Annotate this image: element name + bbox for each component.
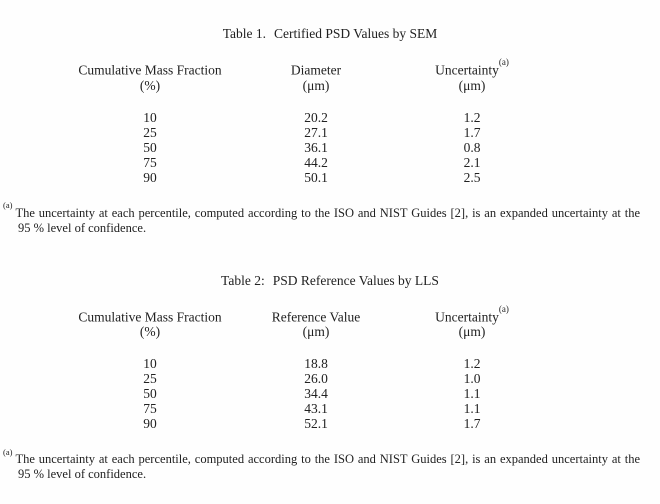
table-cell: 90 (143, 416, 157, 431)
column-header-label: Uncertainty (435, 62, 499, 78)
column-header-label: Diameter (290, 62, 342, 78)
table-1-title: Table 1. Certified PSD Values by SEM (0, 27, 660, 41)
footnote-text: The uncertainty at each percentile, comp… (15, 205, 640, 220)
table-2: Cumulative Mass Fraction Reference Value… (40, 303, 660, 432)
table-cell: 1.2 (463, 356, 481, 371)
table-cell: 1.2 (463, 109, 481, 125)
table-cell: 27.1 (304, 124, 328, 140)
table-cell: 25 (143, 371, 157, 386)
column-header-label: Cumulative Mass Fraction (78, 62, 222, 78)
table-row: 10 20.2 1.2 (40, 110, 660, 125)
column-header-cumulative-mass-fraction: Cumulative Mass Fraction (40, 306, 260, 324)
column-unit-percent: (%) (139, 77, 161, 93)
table-2-title: Table 2: PSD Reference Values by LLS (0, 272, 660, 288)
table-row: 90 52.1 1.7 (40, 416, 660, 431)
table-cell: 2.5 (463, 169, 481, 185)
column-unit-micrometer: (μm) (302, 324, 330, 339)
table-cell: 2.1 (463, 154, 481, 170)
column-unit-micrometer: (μm) (458, 77, 486, 93)
table-1-header: Cumulative Mass Fraction Diameter Uncert… (40, 57, 660, 93)
table-2-footnote: (a)The uncertainty at each percentile, c… (3, 448, 640, 481)
table-cell: 1.0 (463, 371, 481, 386)
table-cell: 90 (143, 169, 157, 185)
column-header-label: Reference Value (271, 309, 361, 324)
table-cell: 25 (143, 124, 157, 140)
table-cell: 20.2 (304, 109, 328, 125)
table-cell: 34.4 (304, 386, 328, 401)
footnote-text: The uncertainty at each percentile, comp… (15, 452, 640, 467)
column-header-superscript: (a) (498, 57, 509, 67)
table-cell: 0.8 (463, 139, 481, 155)
table-cell: 1.7 (463, 416, 481, 431)
table-cell: 52.1 (304, 416, 328, 431)
table-2-header-labels: Cumulative Mass Fraction Reference Value… (40, 303, 660, 325)
footnote-marker: (a) (3, 201, 13, 211)
table-cell: 1.1 (463, 401, 481, 416)
column-unit-percent: (%) (139, 324, 161, 339)
table-row: 75 44.2 2.1 (40, 155, 660, 170)
table-cell: 10 (143, 109, 157, 125)
table-cell: 43.1 (304, 401, 328, 416)
column-unit-micrometer: (μm) (302, 77, 330, 93)
table-cell: 50 (143, 386, 157, 401)
column-header-cumulative-mass-fraction: Cumulative Mass Fraction (40, 59, 260, 78)
table-1-title-text: Certified PSD Values by SEM (274, 26, 438, 41)
footnote-marker: (a) (3, 448, 13, 457)
table-cell: 75 (143, 401, 157, 416)
footnote-line-2: 95 % level of confidence. (18, 467, 147, 482)
table-1-header-labels: Cumulative Mass Fraction Diameter Uncert… (40, 57, 660, 78)
column-header-reference-value: Reference Value (260, 306, 372, 324)
table-cell: 50.1 (304, 169, 328, 185)
table-row: 50 34.4 1.1 (40, 386, 660, 401)
table-row: 90 50.1 2.5 (40, 170, 660, 185)
table-row: 25 26.0 1.0 (40, 371, 660, 386)
table-cell: 26.0 (304, 371, 328, 386)
table-1: Cumulative Mass Fraction Diameter Uncert… (40, 57, 660, 185)
table-1-footnote: (a)The uncertainty at each percentile, c… (3, 202, 640, 235)
column-header-uncertainty: Uncertainty(a) (372, 57, 572, 78)
footnote-line-1: (a)The uncertainty at each percentile, c… (3, 448, 640, 467)
table-2-body: 10 18.8 1.2 25 26.0 1.0 50 34.4 1.1 75 4… (40, 356, 660, 431)
table-cell: 44.2 (304, 154, 328, 170)
table-cell: 50 (143, 139, 157, 155)
table-cell: 75 (143, 154, 157, 170)
table-1-body: 10 20.2 1.2 25 27.1 1.7 50 36.1 0.8 75 4… (40, 110, 660, 185)
column-header-superscript: (a) (498, 303, 509, 314)
table-cell: 18.8 (304, 356, 328, 371)
table-1-title-prefix: Table 1. (222, 26, 267, 41)
table-cell: 1.7 (463, 124, 481, 140)
table-row: 10 18.8 1.2 (40, 356, 660, 371)
table-2-header-units: (%) (μm) (μm) (40, 324, 660, 339)
table-cell: 1.1 (463, 386, 481, 401)
footnote-line-1: (a)The uncertainty at each percentile, c… (3, 202, 640, 221)
column-header-diameter: Diameter (260, 59, 372, 78)
table-2-title-prefix: Table 2: (221, 272, 265, 288)
column-header-uncertainty: Uncertainty(a) (372, 303, 572, 325)
table-1-header-units: (%) (μm) (μm) (40, 78, 660, 93)
table-2-header: Cumulative Mass Fraction Reference Value… (40, 303, 660, 340)
table-row: 75 43.1 1.1 (40, 401, 660, 416)
table-cell: 36.1 (304, 139, 328, 155)
column-header-label: Cumulative Mass Fraction (78, 309, 222, 324)
column-header-label: Uncertainty (435, 309, 499, 324)
table-2-title-text: PSD Reference Values by LLS (272, 272, 439, 288)
column-unit-micrometer: (μm) (458, 324, 486, 339)
table-row: 25 27.1 1.7 (40, 125, 660, 140)
table-row: 50 36.1 0.8 (40, 140, 660, 155)
footnote-line-2: 95 % level of confidence. (18, 220, 147, 235)
table-cell: 10 (143, 356, 157, 371)
